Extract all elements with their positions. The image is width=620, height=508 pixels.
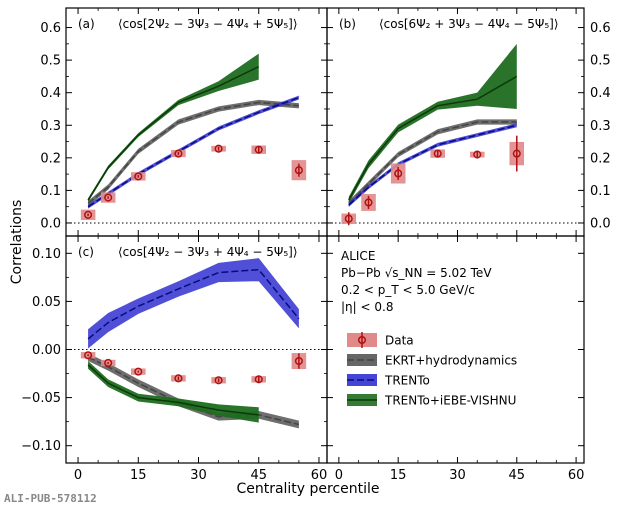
- y-tick-label: 0.4: [590, 86, 611, 101]
- data-point: [104, 358, 113, 368]
- vishnu-line: [348, 75, 518, 201]
- data-point: [214, 144, 223, 153]
- panel-b-plot: [327, 43, 584, 226]
- data-point: [473, 150, 482, 159]
- data-point: [254, 145, 263, 154]
- data-point: [294, 356, 303, 366]
- x-tick-label: 30: [449, 468, 466, 483]
- legend-item-ekrt: EKRT+hydrodynamics: [347, 354, 517, 368]
- vishnu-band: [88, 53, 259, 203]
- panel-b-title: ⟨cos[6Ψ₂ + 3Ψ₃ − 4Ψ₄ − 5Ψ₅]⟩: [379, 17, 559, 31]
- panel-info-legend: 0 15 30 45 60 ALICE Pb−Pb √s_NN = 5.02 TeV 0.2 …: [326, 235, 585, 483]
- panel-b: 0.0 0.1 0.2 0.3 0.4 0.5 0.6 (b) ⟨cos[6Ψ₂ + 3Ψ₃ −…: [326, 7, 611, 237]
- legend-label-vishnu: TRENTo+iEBE-VISHNU: [384, 394, 516, 408]
- info-pt-range: 0.2 < p_T < 5.0 GeV/c: [341, 283, 475, 297]
- x-tick-label: 60: [311, 468, 328, 483]
- ekrt-line: [348, 121, 517, 204]
- y-tick-label: 0.3: [40, 119, 61, 134]
- data-point: [84, 351, 93, 360]
- trento-line: [87, 96, 300, 208]
- data-point: [364, 198, 373, 207]
- legend-data-marker: [357, 335, 367, 345]
- trento-line: [348, 124, 517, 206]
- legend-item-trento: TRENTo: [347, 374, 430, 388]
- ekrt-band: [88, 99, 299, 207]
- x-tick-label: 45: [250, 468, 267, 483]
- x-tick-label: 15: [390, 468, 407, 483]
- info-experiment: ALICE: [341, 249, 375, 263]
- legend-label-data: Data: [385, 334, 414, 348]
- ekrt-band: [348, 119, 517, 207]
- trento-band: [88, 95, 299, 209]
- legend-label-ekrt: EKRT+hydrodynamics: [385, 354, 517, 368]
- data-point: [214, 376, 223, 385]
- y-tick-label: 0.00: [32, 343, 61, 358]
- trento-band: [88, 258, 299, 349]
- x-tick-label: 0: [335, 468, 343, 483]
- y-tick-label: −0.10: [21, 439, 61, 454]
- panel-c-frame: [65, 235, 328, 464]
- y-axis-label: Correlations: [9, 200, 25, 285]
- y-tick-label: 0.1: [40, 184, 61, 199]
- data-point: [174, 149, 183, 158]
- x-tick-label: 60: [568, 468, 585, 483]
- panel-a-plot: [66, 53, 327, 224]
- legend-item-vishnu: TRENTo+iEBE-VISHNU: [347, 394, 516, 408]
- data-point: [254, 375, 263, 384]
- y-tick-label: 0.2: [40, 151, 61, 166]
- panel-c-tag: (c): [78, 245, 94, 259]
- x-tick-label: 15: [130, 468, 147, 483]
- y-tick-label: 0.0: [590, 216, 611, 231]
- data-point: [433, 149, 442, 158]
- y-tick-label: 0.2: [590, 151, 611, 166]
- data-point: [134, 367, 143, 376]
- panel-b-tag: (b): [339, 17, 356, 31]
- x-axis-label: Centrality percentile: [236, 481, 379, 497]
- panel-c: 0 15 30 45 60 −0.10 −0.05 0.00 0.05 0.10 (c) ⟨cos[4…: [21, 235, 328, 483]
- data-point: [104, 193, 113, 202]
- data-point: [174, 374, 183, 383]
- ekrt-line: [87, 101, 299, 205]
- y-tick-label: 0.5: [590, 54, 611, 69]
- panel-c-plot: [66, 258, 327, 429]
- panel-a-tag: (a): [78, 17, 95, 31]
- y-tick-label: 0.5: [40, 54, 61, 69]
- data-point: [394, 169, 403, 178]
- y-tick-label: 0.6: [40, 21, 61, 36]
- legend-item-data: Data: [347, 332, 414, 348]
- panel-c-title: ⟨cos[4Ψ₂ − 3Ψ₃ + 4Ψ₄ − 5Ψ₅]⟩: [118, 245, 298, 259]
- data-point: [84, 210, 93, 219]
- data-point: [344, 214, 353, 223]
- y-tick-label: −0.05: [21, 391, 61, 406]
- alice-pub-id: ALI-PUB-578112: [4, 492, 97, 505]
- legend-label-trento: TRENTo: [384, 374, 430, 388]
- data-point: [294, 166, 303, 175]
- y-tick-label: 0.0: [40, 216, 61, 231]
- y-tick-label: 0.4: [40, 86, 61, 101]
- vishnu-line: [87, 364, 259, 416]
- vishnu-line: [87, 65, 260, 201]
- panel-a: 0.0 0.1 0.2 0.3 0.4 0.5 0.6 (a) ⟨cos[2Ψ₂ − 3Ψ₃ −…: [40, 7, 328, 237]
- data-point: [134, 172, 143, 181]
- y-tick-label: 0.3: [590, 119, 611, 134]
- y-tick-label: 0.1: [590, 184, 611, 199]
- trento-line: [87, 268, 300, 340]
- y-tick-label: 0.05: [32, 295, 61, 310]
- axis-labels: Centrality percentile Correlations ALI-P…: [4, 200, 380, 505]
- x-tick-label: 30: [190, 468, 207, 483]
- panel-a-title: ⟨cos[2Ψ₂ − 3Ψ₃ − 4Ψ₄ + 5Ψ₅]⟩: [118, 17, 298, 31]
- y-tick-label: 0.10: [32, 247, 61, 262]
- info-system: Pb−Pb √s_NN = 5.02 TeV: [341, 266, 492, 280]
- ekrt-band: [88, 353, 299, 429]
- data-point: [512, 149, 521, 158]
- vishnu-band: [88, 361, 259, 423]
- info-eta-range: |η| < 0.8: [341, 300, 393, 314]
- y-tick-label: 0.6: [590, 21, 611, 36]
- x-tick-label: 0: [74, 468, 82, 483]
- x-tick-label: 45: [509, 468, 526, 483]
